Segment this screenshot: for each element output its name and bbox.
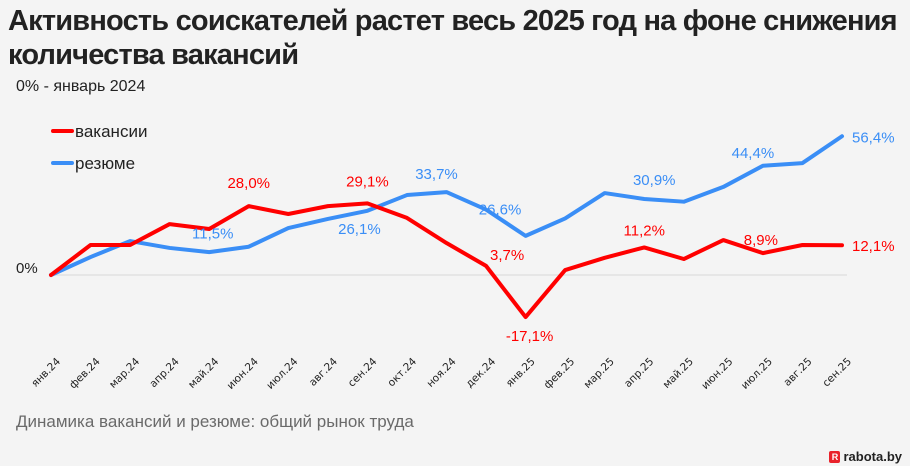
legend-label-resumes: резюме [75, 154, 135, 173]
x-tick-label: апр.24 [147, 355, 182, 390]
x-tick-label: янв.24 [29, 355, 63, 389]
rabota-logo-icon: R [829, 450, 841, 463]
x-tick-label: май.25 [661, 356, 696, 391]
series-line-vacancies [49, 201, 844, 320]
data-label-resumes: 26,6% [479, 202, 522, 219]
x-tick-label: июн.25 [699, 356, 735, 392]
x-tick-label: фев.24 [67, 355, 103, 391]
data-label-resumes: 33,7% [415, 166, 458, 183]
x-tick-label: дек.24 [464, 355, 499, 390]
chart-title: Активность соискателей растет весь 2025 … [8, 5, 898, 71]
legend: вакансии резюме [51, 122, 147, 173]
x-axis: янв.24 фев.24 мар.24 апр.24 май.24 июн.24 июл.… [29, 355, 854, 391]
data-labels: 28,0% 29,1% 3,7% -17,1% 11,2% 8,9% 12,1% 11,5% 2… [192, 129, 895, 345]
x-tick-label: фев.25 [542, 356, 578, 392]
data-label-vacancies: 3,7% [490, 247, 524, 264]
data-label-vacancies: 11,2% [624, 222, 665, 239]
x-tick-label: ноя.24 [424, 355, 458, 389]
x-tick-label: июл.24 [264, 355, 300, 391]
data-label-vacancies: 8,9% [744, 232, 778, 249]
chart-subtitle: 0% - январь 2024 [16, 78, 146, 95]
x-tick-label: авг.24 [307, 355, 340, 388]
data-label-resumes: 56,4% [852, 129, 895, 146]
x-tick-label: июл.25 [739, 356, 775, 392]
x-tick-label: мар.25 [582, 356, 617, 391]
x-tick-label: сен.24 [346, 355, 380, 389]
legend-label-vacancies: вакансии [75, 122, 147, 141]
rabota-logo[interactable]: R rabota.by [829, 449, 902, 464]
data-label-vacancies: 12,1% [852, 238, 895, 255]
data-label-resumes: 30,9% [633, 172, 676, 189]
x-tick-label: окт.24 [385, 355, 419, 389]
data-label-vacancies: 28,0% [227, 175, 270, 192]
x-tick-label: сен.25 [820, 356, 854, 390]
x-tick-label: июн.24 [225, 355, 261, 391]
x-tick-label: апр.25 [622, 356, 656, 390]
x-tick-label: мар.24 [107, 355, 142, 390]
x-tick-label: май.24 [186, 355, 221, 390]
data-label-vacancies: -17,1% [506, 328, 554, 345]
data-label-resumes: 44,4% [732, 145, 775, 162]
rabota-logo-text: rabota.by [843, 449, 902, 464]
data-label-resumes: 26,1% [338, 221, 381, 238]
zero-label: 0% [16, 260, 38, 277]
series-lines [49, 134, 844, 320]
data-label-vacancies: 29,1% [346, 173, 389, 190]
x-tick-label: янв.25 [504, 356, 538, 390]
data-label-resumes: 11,5% [192, 226, 233, 243]
chart-caption: Динамика вакансий и резюме: общий рынок … [16, 412, 414, 431]
series-line-resumes [49, 134, 844, 277]
x-tick-label: авг.25 [781, 356, 814, 389]
